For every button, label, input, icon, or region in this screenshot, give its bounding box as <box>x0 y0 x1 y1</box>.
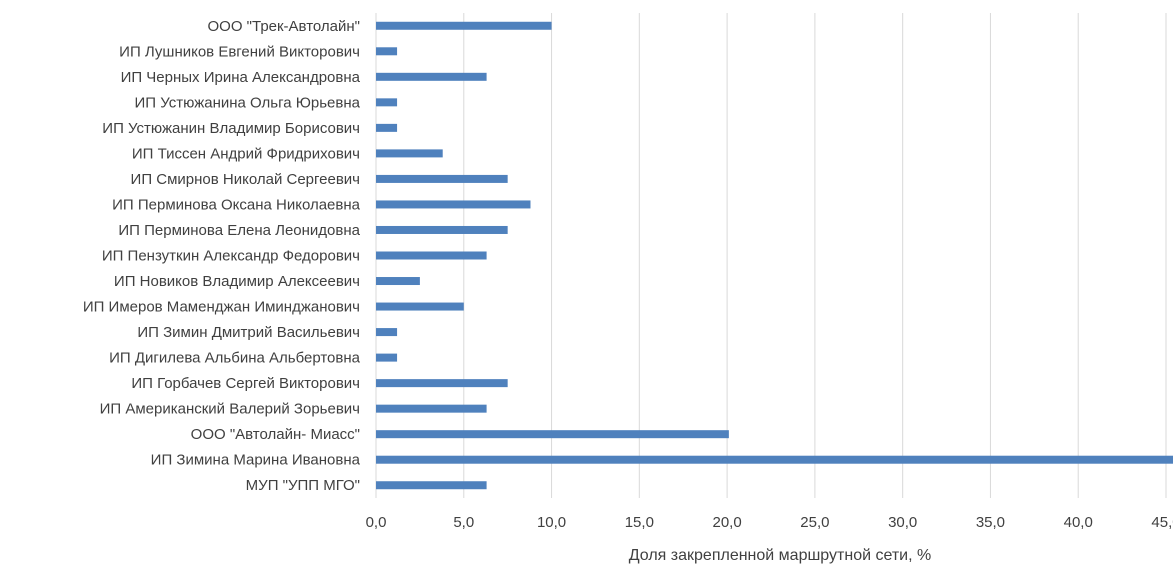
bar <box>376 251 487 260</box>
category-label: ИП Устюжанина Ольга Юрьевна <box>134 94 360 111</box>
bar <box>376 277 420 286</box>
category-label: ИП Перминова Елена Леонидовна <box>118 222 360 239</box>
bar <box>376 149 443 158</box>
x-tick-label: 10,0 <box>537 514 566 531</box>
category-label: ИП Новиков Владимир Алексеевич <box>114 273 360 290</box>
category-label: ООО "Трек-Автолайн" <box>208 18 361 35</box>
category-label: ИП Дигилева Альбина Альбертовна <box>109 350 361 367</box>
x-tick-label: 15,0 <box>625 514 654 531</box>
x-tick-label: 25,0 <box>800 514 829 531</box>
bar <box>376 430 729 439</box>
bar <box>376 98 398 107</box>
category-label: ИП Тиссен Андрий Фридрихович <box>132 145 360 162</box>
bar <box>376 225 508 234</box>
bar <box>376 353 398 362</box>
x-tick-label: 40,0 <box>1064 514 1093 531</box>
category-label: ИП Американский Валерий Зорьевич <box>100 401 360 418</box>
category-label: ИП Устюжанин Владимир Борисович <box>102 120 360 137</box>
category-label: ООО "Автолайн- Миасс" <box>191 426 360 443</box>
bar <box>376 455 1173 464</box>
bar <box>376 328 398 337</box>
category-label: ИП Лушников Евгений Викторович <box>119 43 360 60</box>
x-tick-labels: 0,0 5,0 10,0 15,0 20,0 25,0 30,0 35,0 40,0 45,0 <box>366 514 1173 531</box>
x-tick-label: 30,0 <box>888 514 917 531</box>
bar <box>376 123 398 132</box>
category-label: ИП Черных Ирина Александровна <box>121 69 361 86</box>
category-label: МУП "УПП МГО" <box>246 477 360 494</box>
category-label: ИП Имеров Маменджан Иминджанович <box>83 299 360 316</box>
category-label: ИП Зимина Марина Ивановна <box>151 452 361 469</box>
x-axis-title: Доля закрепленной маршрутной сети, % <box>629 547 931 564</box>
bar <box>376 200 531 209</box>
bar <box>376 174 508 183</box>
bar <box>376 481 487 490</box>
x-tick-label: 35,0 <box>976 514 1005 531</box>
category-label: ИП Горбачев Сергей Викторович <box>131 375 360 392</box>
category-label: ИП Пензуткин Александр Федорович <box>102 248 360 265</box>
bar <box>376 72 487 81</box>
category-label: ИП Смирнов Николай Сергеевич <box>131 171 360 188</box>
category-labels: ООО "Трек-Автолайн" ИП Лушников Евгений В… <box>83 18 361 494</box>
bar <box>376 47 398 56</box>
category-label: ИП Перминова Оксана Николаевна <box>112 196 361 213</box>
bar <box>376 21 552 30</box>
x-tick-label: 5,0 <box>453 514 474 531</box>
bar <box>376 404 487 413</box>
bar <box>376 302 464 311</box>
bar <box>376 379 508 388</box>
x-tick-label: 45,0 <box>1151 514 1173 531</box>
x-tick-label: 20,0 <box>713 514 742 531</box>
category-label: ИП Зимин Дмитрий Васильевич <box>137 324 360 341</box>
x-tick-label: 0,0 <box>366 514 387 531</box>
bars <box>376 21 1173 490</box>
gridlines <box>375 13 1167 498</box>
